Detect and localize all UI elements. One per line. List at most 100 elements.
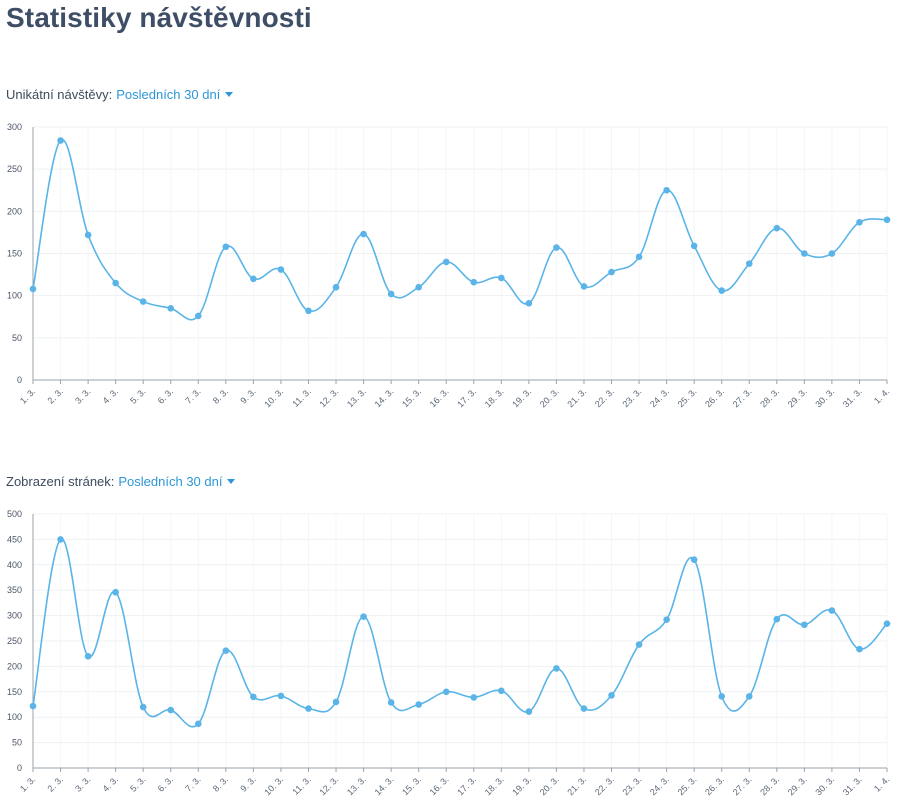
data-point [470, 694, 478, 701]
x-tick-label: 2. 3. [46, 386, 65, 405]
data-point [305, 307, 312, 315]
caret-down-icon [225, 92, 234, 97]
y-tick-label: 50 [12, 333, 22, 343]
data-point [718, 287, 726, 294]
data-point [883, 216, 891, 224]
x-tick-label: 1. 4. [872, 386, 891, 405]
x-tick-label: 6. 3. [156, 386, 175, 405]
x-tick-label: 4. 3. [101, 774, 120, 793]
data-point [332, 698, 340, 706]
data-point [167, 706, 175, 714]
data-point [250, 275, 257, 283]
x-tick-label: 13. 3. [345, 774, 368, 797]
x-tick-label: 11. 3. [290, 774, 313, 797]
x-tick-label: 3. 3. [73, 774, 92, 793]
data-point [608, 268, 615, 276]
data-point [57, 536, 64, 543]
data-point [856, 218, 863, 226]
x-tick-label: 6. 3. [156, 774, 175, 793]
x-tick-label: 12. 3. [317, 386, 340, 409]
data-point [498, 274, 505, 282]
x-tick-label: 8. 3. [211, 386, 230, 405]
data-point [608, 692, 615, 699]
x-tick-label: 10. 3. [262, 774, 285, 797]
data-point [194, 312, 202, 320]
x-tick-label: 7. 3. [183, 386, 202, 405]
section-header-unique-visits: Unikátní návštěvy: Posledních 30 dní [6, 87, 234, 102]
x-tick-label: 30. 3. [813, 386, 836, 409]
data-point [442, 688, 450, 696]
x-tick-label: 21. 3. [565, 774, 588, 797]
data-point [690, 242, 698, 250]
data-point [801, 621, 808, 629]
x-tick-label: 1. 3. [18, 774, 37, 793]
data-point [139, 298, 147, 305]
data-point [222, 647, 230, 654]
section-label: Zobrazení stránek: [6, 474, 115, 489]
x-tick-label: 2. 3. [46, 774, 65, 793]
section-label: Unikátní návštěvy: [6, 87, 113, 102]
y-tick-label: 50 [12, 738, 22, 748]
data-point [29, 702, 37, 710]
x-tick-label: 17. 3. [455, 386, 478, 409]
x-tick-label: 14. 3. [373, 774, 396, 797]
data-point [360, 613, 367, 620]
x-tick-label: 9. 3. [238, 774, 257, 793]
x-tick-label: 24. 3. [648, 774, 671, 797]
x-tick-label: 5. 3. [128, 386, 147, 405]
x-tick-label: 25. 3. [676, 774, 699, 797]
data-point [525, 708, 533, 715]
data-point [415, 283, 422, 291]
data-point [498, 687, 505, 695]
x-tick-label: 22. 3. [593, 774, 616, 797]
x-tick-label: 26. 3. [703, 774, 726, 797]
data-point [856, 645, 863, 653]
y-tick-label: 250 [7, 164, 22, 174]
x-tick-label: 1. 4. [872, 774, 891, 793]
data-point [553, 244, 560, 251]
data-point [580, 283, 588, 290]
x-tick-label: 20. 3. [538, 386, 561, 409]
x-tick-label: 27. 3. [731, 386, 754, 409]
x-tick-label: 19. 3. [510, 386, 533, 409]
data-point [387, 290, 395, 298]
y-tick-label: 450 [7, 534, 22, 544]
x-tick-label: 16. 3. [428, 386, 451, 409]
y-tick-label: 100 [7, 712, 22, 722]
data-point [663, 616, 670, 623]
page-views-chart: 0 50 100 150 200 250 300 350 400 450 500 1. 3. 2. 3.… [7, 509, 891, 797]
x-tick-label: 28. 3. [758, 386, 781, 409]
data-point [360, 230, 367, 238]
data-point [305, 705, 312, 712]
data-point [525, 299, 533, 307]
x-tick-label: 31. 3. [841, 774, 864, 797]
x-tick-label: 31. 3. [841, 386, 864, 409]
x-tick-label: 29. 3. [786, 774, 809, 797]
x-tick-label: 24. 3. [648, 386, 671, 409]
y-tick-label: 100 [7, 291, 22, 301]
series-line [32, 139, 888, 321]
data-point [883, 620, 891, 628]
period-dropdown-value: Posledních 30 dní [116, 87, 221, 102]
x-tick-label: 27. 3. [731, 774, 754, 797]
unique-visits-chart: 0 50 100 150 200 250 300 1. 3. 2. 3. 3. 3. 4. 3. 5.… [7, 122, 891, 409]
y-tick-label: 0 [17, 375, 22, 385]
x-tick-label: 10. 3. [262, 386, 285, 409]
x-tick-label: 23. 3. [620, 774, 643, 797]
x-tick-label: 13. 3. [345, 386, 368, 409]
data-point [690, 556, 698, 564]
y-tick-label: 150 [7, 687, 22, 697]
x-tick-label: 26. 3. [703, 386, 726, 409]
period-dropdown[interactable]: Posledních 30 dní [118, 474, 236, 489]
x-tick-label: 28. 3. [758, 774, 781, 797]
y-tick-label: 500 [7, 509, 22, 519]
series-line [32, 538, 888, 728]
data-point [167, 305, 175, 312]
period-dropdown[interactable]: Posledních 30 dní [116, 87, 234, 102]
data-point [112, 588, 119, 596]
data-point [828, 250, 836, 257]
x-tick-label: 5. 3. [128, 774, 147, 793]
y-tick-label: 0 [17, 763, 22, 773]
y-tick-label: 200 [7, 206, 22, 216]
x-tick-label: 1. 3. [18, 386, 37, 405]
